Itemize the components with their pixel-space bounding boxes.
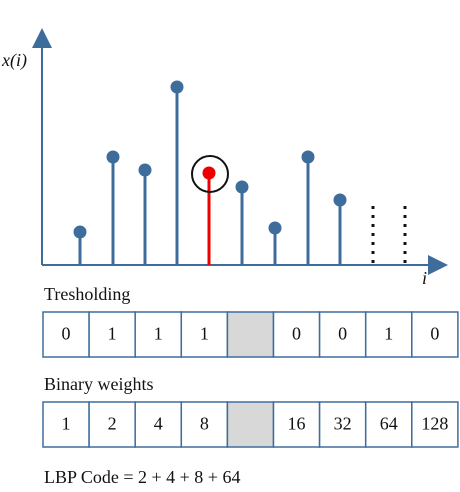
cell: [134, 401, 183, 448]
cell-value: 1: [62, 414, 71, 434]
cell-value: 2: [108, 414, 117, 434]
stem-head: [138, 163, 152, 177]
stem-head: [235, 180, 249, 194]
thresholding-title: Tresholding: [44, 284, 130, 304]
cell: [134, 311, 183, 358]
cell: [364, 311, 413, 358]
stem-head: [301, 150, 315, 164]
signal-plot: x(i) i: [1, 28, 448, 288]
center-highlight: [191, 155, 229, 193]
cell-value: 0: [430, 324, 439, 344]
cell-value: 0: [338, 324, 347, 344]
cell-value: 1: [108, 324, 117, 344]
stem-head: [106, 150, 120, 164]
thresholding-row: 0 1 1 1 0 0 1 0: [42, 311, 459, 358]
x-axis-label: i: [422, 268, 427, 288]
cell: [272, 311, 321, 358]
formula: LBP Code = 2 + 4 + 8 + 64: [44, 467, 240, 487]
center-cell: [226, 311, 275, 358]
cell: [42, 311, 90, 358]
cell-value: 32: [334, 414, 352, 434]
center-cell: [226, 401, 275, 448]
cell-value: 0: [62, 324, 71, 344]
cell-value: 8: [200, 414, 209, 434]
cell: [42, 401, 90, 448]
cell-value: 0: [292, 324, 301, 344]
cell-value: 1: [384, 324, 393, 344]
y-axis-label: x(i): [1, 50, 27, 71]
stem-head: [333, 193, 347, 207]
cell: [272, 401, 321, 448]
cell: [411, 311, 459, 358]
stem-head: [170, 80, 184, 94]
weights-title: Binary weights: [44, 374, 154, 394]
cell: [318, 401, 367, 448]
cell-value: 1: [154, 324, 163, 344]
stem-head: [268, 221, 282, 235]
cell-value: 1: [200, 324, 209, 344]
stem-head: [73, 225, 87, 239]
center-head: [202, 166, 216, 180]
cell: [411, 401, 459, 448]
weights-row: 1 2 4 8 16 32 64 128: [42, 401, 459, 448]
cell-value: 16: [288, 414, 306, 434]
cell-value: 64: [380, 414, 398, 434]
stems: [73, 80, 407, 265]
cell-value: 128: [421, 414, 448, 434]
cell-value: 4: [154, 414, 163, 434]
